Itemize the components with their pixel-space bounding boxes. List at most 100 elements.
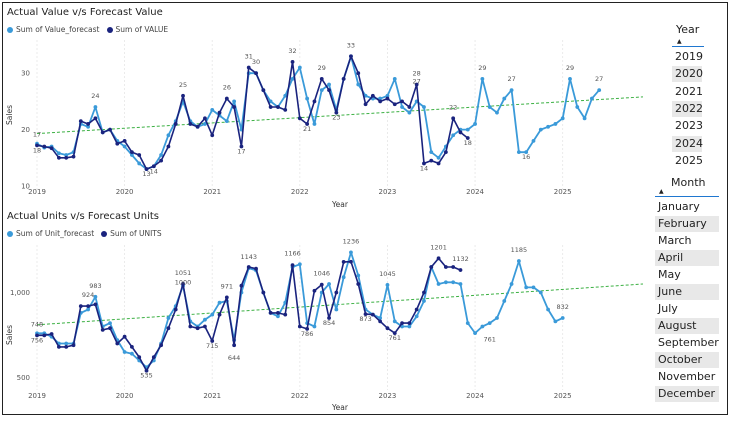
data-point-actual — [159, 343, 164, 348]
month-slicer[interactable]: Month ▲ January February March April May June… — [655, 172, 725, 407]
y-axis-title: Sales — [5, 105, 14, 125]
month-slicer-item[interactable]: March — [658, 234, 692, 247]
month-slicer-item[interactable]: August — [655, 318, 719, 334]
data-label: 1166 — [284, 249, 301, 257]
year-slicer-item[interactable]: 2020 — [672, 66, 703, 83]
data-label: 32 — [288, 47, 296, 55]
data-point-forecast — [203, 317, 207, 322]
year-slicer-item[interactable]: 2022 — [672, 100, 703, 117]
data-point-forecast — [473, 331, 477, 336]
data-point-forecast — [538, 290, 543, 295]
data-point-forecast — [130, 351, 134, 356]
data-point-forecast — [531, 138, 536, 143]
data-point-forecast — [137, 161, 142, 166]
month-slicer-item[interactable]: February — [655, 216, 719, 232]
data-point-actual — [42, 144, 47, 149]
x-tick-label: 2024 — [466, 392, 484, 400]
data-point-actual — [349, 259, 353, 264]
data-label: 761 — [483, 336, 495, 344]
data-point-actual — [93, 302, 98, 307]
data-label: 27 — [595, 75, 603, 83]
data-point-actual — [151, 164, 156, 169]
month-slicer-item[interactable]: November — [658, 370, 716, 383]
value-chart-legend[interactable]: Sum of Value_forecast Sum of VALUE — [7, 25, 168, 34]
data-point-actual — [363, 102, 368, 107]
x-tick-label: 2020 — [116, 392, 134, 400]
data-point-actual — [173, 307, 178, 312]
month-slicer-item[interactable]: January — [658, 200, 700, 213]
units-chart-legend[interactable]: Sum of Unit_forecast Sum of UNITS — [7, 229, 162, 238]
y-tick-label: 500 — [17, 374, 30, 382]
data-point-actual — [115, 341, 120, 346]
x-axis-title: Year — [331, 200, 349, 209]
data-point-actual — [319, 76, 324, 81]
data-label: 715 — [206, 342, 218, 350]
year-slicer-item[interactable]: 2025 — [675, 153, 703, 167]
data-point-actual — [239, 144, 244, 149]
data-label: 1236 — [343, 237, 360, 245]
year-slicer-item[interactable]: 2023 — [675, 119, 703, 133]
month-slicer-item[interactable]: April — [655, 250, 719, 266]
data-point-actual — [422, 161, 426, 166]
data-label: 24 — [91, 92, 99, 100]
data-point-actual — [451, 116, 456, 121]
year-slicer-item[interactable]: 2024 — [672, 135, 703, 152]
data-point-forecast — [166, 316, 171, 320]
data-point-forecast — [495, 110, 499, 115]
data-point-actual — [356, 71, 361, 76]
legend-actual-dot — [106, 26, 113, 33]
data-point-forecast — [422, 299, 426, 303]
data-point-forecast — [341, 275, 346, 280]
data-point-actual — [35, 333, 39, 338]
data-point-actual — [137, 153, 142, 157]
data-point-actual — [64, 345, 69, 349]
month-slicer-item[interactable]: October — [655, 352, 719, 368]
year-slicer[interactable]: Year ▲ 2019 2020 2021 2022 2023 2024 2025 — [672, 22, 706, 172]
data-point-actual — [319, 282, 324, 287]
data-point-actual — [203, 324, 207, 329]
data-point-actual — [276, 105, 280, 109]
data-label: 22 — [449, 103, 457, 111]
data-point-actual — [49, 146, 54, 151]
sort-caret-icon[interactable]: ▲ — [677, 38, 682, 45]
legend-forecast-label: Sum of Value_forecast — [16, 25, 100, 34]
year-slicer-item[interactable]: 2021 — [675, 84, 703, 98]
data-point-forecast — [210, 107, 215, 112]
legend-units-label: Sum of UNITS — [110, 229, 162, 238]
data-point-actual — [385, 326, 390, 331]
data-point-actual — [276, 311, 280, 315]
trendline — [36, 96, 644, 135]
data-point-actual — [239, 283, 244, 288]
month-slicer-item[interactable]: June — [655, 284, 719, 300]
month-slicer-item[interactable]: July — [658, 302, 678, 315]
data-point-forecast — [436, 282, 441, 286]
data-point-forecast — [480, 324, 485, 329]
data-point-forecast — [400, 105, 404, 109]
data-point-actual — [451, 265, 456, 269]
year-slicer-header: Year — [672, 22, 706, 38]
year-slicer-item[interactable]: 2019 — [675, 50, 703, 63]
data-label: 748 — [31, 320, 43, 328]
month-slicer-item[interactable]: December — [655, 386, 719, 402]
data-point-actual — [327, 88, 331, 93]
data-point-forecast — [407, 324, 412, 329]
data-point-actual — [392, 102, 397, 107]
data-point-actual — [312, 99, 317, 104]
data-label: 873 — [359, 315, 371, 323]
data-point-forecast — [319, 88, 324, 93]
data-label: 1051 — [175, 269, 192, 277]
sort-caret-icon[interactable]: ▲ — [659, 188, 664, 195]
data-point-forecast — [64, 153, 69, 157]
month-slicer-item[interactable]: September — [658, 336, 719, 349]
month-slicer-item[interactable]: May — [658, 268, 681, 281]
data-point-actual — [115, 141, 120, 146]
data-point-actual — [100, 328, 105, 332]
data-point-actual — [195, 124, 200, 129]
data-point-forecast — [385, 93, 390, 98]
data-point-actual — [217, 312, 222, 317]
data-point-forecast — [443, 280, 448, 285]
data-point-actual — [49, 332, 54, 336]
data-point-forecast — [159, 153, 164, 157]
